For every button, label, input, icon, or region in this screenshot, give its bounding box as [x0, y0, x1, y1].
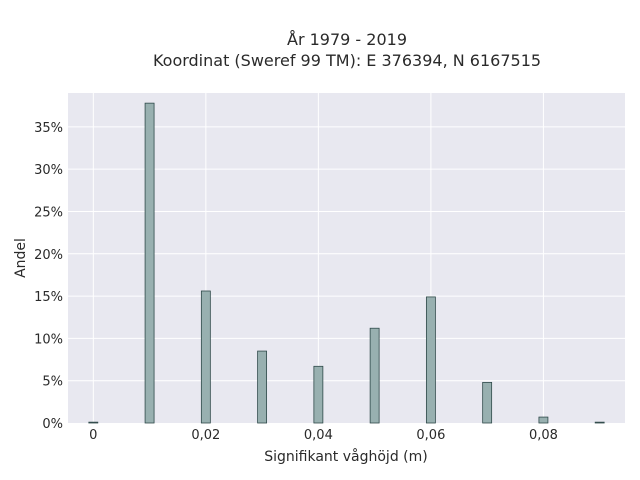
- plot-area: [68, 93, 625, 423]
- histogram-bar: [594, 421, 605, 424]
- histogram-bar: [144, 102, 155, 424]
- chart-title-line-2: Koordinat (Sweref 99 TM): E 376394, N 61…: [153, 51, 541, 70]
- bars: [88, 102, 605, 424]
- histogram-bar: [482, 381, 493, 424]
- x-tick-label: 0,04: [304, 428, 333, 443]
- y-tick-label: 15%: [34, 290, 63, 305]
- histogram-bar: [369, 327, 380, 424]
- histogram-bar: [257, 350, 268, 424]
- x-tick-label: 0,08: [529, 428, 558, 443]
- chart-title-line-1: År 1979 - 2019: [287, 30, 407, 49]
- x-tick-label: 0: [89, 428, 97, 443]
- x-axis-label: Signifikant våghöjd (m): [264, 448, 427, 465]
- y-axis-ticks: 0% 5% 10% 15% 20% 25% 30% 35%: [34, 121, 63, 432]
- y-tick-label: 25%: [34, 205, 63, 220]
- y-tick-label: 10%: [34, 332, 63, 347]
- y-tick-label: 5%: [42, 375, 63, 390]
- y-tick-label: 35%: [34, 121, 63, 136]
- y-tick-label: 30%: [34, 163, 63, 178]
- histogram-bar: [313, 365, 324, 424]
- y-tick-label: 0%: [42, 417, 63, 432]
- y-tick-label: 20%: [34, 248, 63, 263]
- histogram-bar: [200, 290, 211, 424]
- histogram-bar: [88, 421, 99, 424]
- x-tick-label: 0,06: [416, 428, 445, 443]
- y-axis-label: Andel: [13, 238, 29, 278]
- histogram-bar: [538, 416, 549, 424]
- x-tick-label: 0,02: [191, 428, 220, 443]
- x-axis-ticks: 0 0,02 0,04 0,06 0,08: [89, 428, 558, 443]
- histogram-bar: [425, 296, 436, 424]
